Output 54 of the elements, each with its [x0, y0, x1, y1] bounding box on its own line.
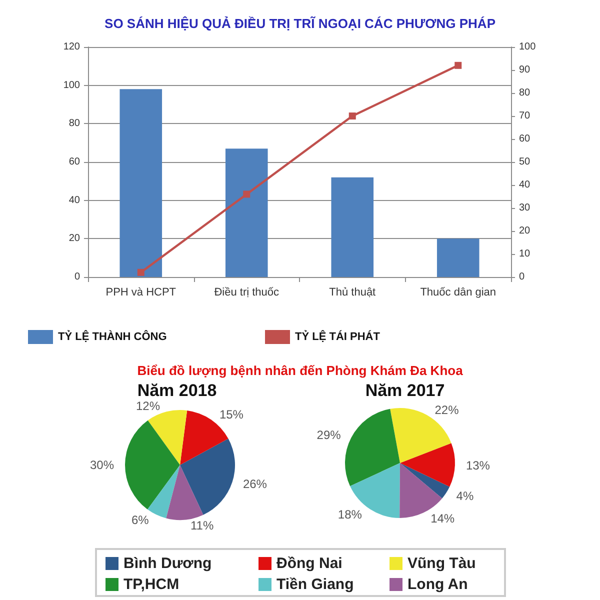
- x-tick-label: PPH và HCPT: [106, 286, 176, 298]
- y2-tick-label: 80: [519, 88, 531, 98]
- legend-label: Tiền Giang: [276, 576, 354, 593]
- data-label: 6%: [131, 513, 150, 528]
- x-tick-label: Điều trị thuốc: [214, 286, 280, 298]
- y2-tick-label: 10: [519, 248, 531, 260]
- y2-tick-label: 90: [519, 64, 531, 76]
- point: [137, 268, 144, 276]
- y2-tick-label: 100: [519, 42, 536, 52]
- x-tick-label: Thủ thuật: [329, 286, 376, 298]
- data-label: 13%: [466, 458, 490, 472]
- data-label: 30%: [90, 458, 114, 472]
- legend-label: Long An: [408, 576, 468, 593]
- data-label: 15%: [219, 408, 244, 422]
- y2-tick-label: 50: [519, 156, 531, 168]
- y2-tick-label: 20: [519, 226, 531, 236]
- bar: [120, 89, 162, 277]
- y-tick-label: 80: [68, 118, 80, 130]
- data-label: 11%: [190, 518, 214, 533]
- y2-tick-label: 0: [519, 272, 525, 282]
- legend-label: TỶ LỆ THÀNH CÔNG: [58, 330, 167, 343]
- data-label: 22%: [434, 402, 460, 417]
- bar: [225, 148, 268, 277]
- data-label: 18%: [338, 507, 362, 522]
- slice-label: Năm 2017: [365, 381, 445, 400]
- chart-title: SO SÁNH HIỆU QUẢ ĐIỀU TRỊ TRĨ NGOẠI CÁC PHƯƠNG PHÁP: [104, 16, 496, 31]
- data-label: 26%: [242, 477, 268, 492]
- legend-label: Đồng Nai: [276, 555, 342, 572]
- y-tick-label: 40: [68, 194, 80, 206]
- bar: [436, 238, 480, 277]
- point: [243, 190, 250, 198]
- legend-label: TP,HCM: [124, 576, 180, 593]
- point: [348, 112, 356, 120]
- y2-tick-label: 30: [519, 202, 531, 214]
- y2-tick-label: 70: [519, 110, 531, 122]
- data-label: 14%: [430, 511, 455, 526]
- bar: [331, 177, 374, 277]
- point: [454, 62, 462, 69]
- slice-label: Năm 2018: [137, 381, 217, 400]
- data-label: 4%: [456, 489, 474, 504]
- y-tick-label: 60: [68, 156, 80, 168]
- y2-tick-label: 40: [519, 180, 531, 190]
- chart-title: Biểu đồ lượng bệnh nhân đến Phòng Khám Đa Khoa: [137, 363, 464, 378]
- y-tick-label: 120: [63, 42, 80, 52]
- legend-label: Vũng Tàu: [408, 555, 476, 572]
- y-tick-label: 0: [74, 272, 80, 282]
- x-tick-label: Thuốc dân gian: [420, 286, 496, 298]
- legend-label: Bình Dương: [124, 555, 212, 572]
- y2-tick-label: 60: [519, 134, 531, 144]
- y-tick-label: 20: [68, 233, 80, 244]
- legend-label: TỶ LỆ TÁI PHÁT: [295, 330, 380, 343]
- y-tick-label: 100: [63, 80, 80, 91]
- data-label: 12%: [136, 398, 160, 413]
- data-label: 29%: [316, 428, 342, 442]
